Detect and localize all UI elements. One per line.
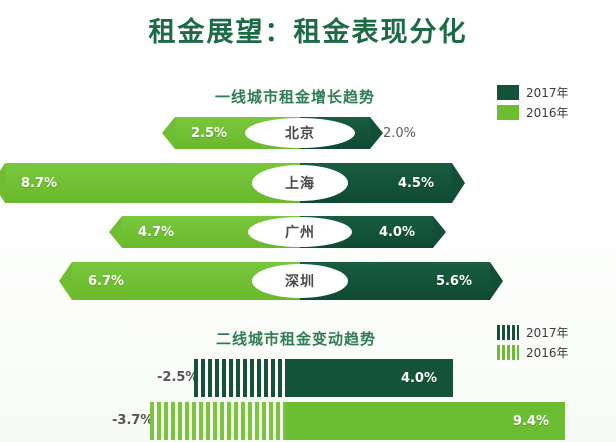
- legend-label-2017: 2017年: [526, 86, 569, 100]
- value-2016-beijing: 2.5%: [191, 125, 228, 141]
- value-2017-shanghai: 4.5%: [397, 175, 434, 191]
- dark-solid-swatch-icon: [497, 85, 519, 100]
- positive-bar-2017: 4.0%: [286, 359, 453, 397]
- city-row-shanghai: 8.7% 4.5% 上海: [0, 163, 616, 203]
- city-row-shenzhen: 6.7% 5.6% 深圳: [0, 262, 616, 300]
- legend-item-2016-striped: 2016年: [497, 344, 569, 361]
- positive-bar-2016: 9.4%: [286, 402, 565, 440]
- positive-value-2017: 4.0%: [400, 370, 437, 386]
- light-striped-swatch-icon: [497, 345, 519, 360]
- tier2-bar-row-2017: -2.5% 4.0%: [0, 359, 616, 397]
- section-1-legend: 2017年 2016年: [497, 84, 569, 124]
- negative-bar-2016: [150, 402, 286, 440]
- section-2-legend: 2017年 2016年: [497, 324, 569, 364]
- negative-bar-2017: [194, 359, 286, 397]
- dark-striped-swatch-icon: [497, 325, 519, 340]
- city-row-beijing: 2.5% 北京 2.0%: [0, 117, 616, 149]
- city-label-guangzhou: 广州: [248, 217, 352, 247]
- value-2017-shenzhen: 5.6%: [435, 273, 472, 289]
- value-2016-shenzhen: 6.7%: [88, 273, 125, 289]
- city-label-beijing: 北京: [245, 118, 355, 148]
- tier2-bar-row-2016: -3.7% 9.4%: [0, 402, 616, 440]
- section-2-heading: 二线城市租金变动趋势: [216, 330, 377, 348]
- legend-label-2016: 2016年: [526, 106, 569, 120]
- page-title: 租金展望：租金表现分化: [148, 17, 468, 48]
- bar-2017-guangzhou: 4.0%: [300, 216, 446, 248]
- positive-value-2016: 9.4%: [512, 413, 549, 429]
- legend-label-2016-striped: 2016年: [526, 346, 569, 360]
- section-1-heading: 一线城市租金增长趋势: [215, 88, 376, 106]
- value-2017-guangzhou: 4.0%: [378, 224, 415, 240]
- negative-value-2017: -2.5%: [157, 370, 199, 385]
- value-2016-shanghai: 8.7%: [21, 175, 58, 191]
- value-2017-beijing: 2.0%: [383, 126, 417, 141]
- legend-item-2016: 2016年: [497, 104, 569, 121]
- value-2016-guangzhou: 4.7%: [138, 224, 175, 240]
- city-label-shanghai: 上海: [252, 165, 348, 201]
- light-solid-swatch-icon: [497, 105, 519, 120]
- bar-2016-shanghai: 8.7%: [0, 163, 300, 203]
- city-label-shenzhen: 深圳: [252, 264, 348, 298]
- legend-item-2017-striped: 2017年: [497, 324, 569, 341]
- legend-label-2017-striped: 2017年: [526, 326, 569, 340]
- city-row-guangzhou: 4.7% 4.0% 广州: [0, 216, 616, 248]
- negative-value-2016: -3.7%: [112, 413, 154, 428]
- bar-2016-shenzhen: 6.7%: [59, 262, 300, 300]
- legend-item-2017: 2017年: [497, 84, 569, 101]
